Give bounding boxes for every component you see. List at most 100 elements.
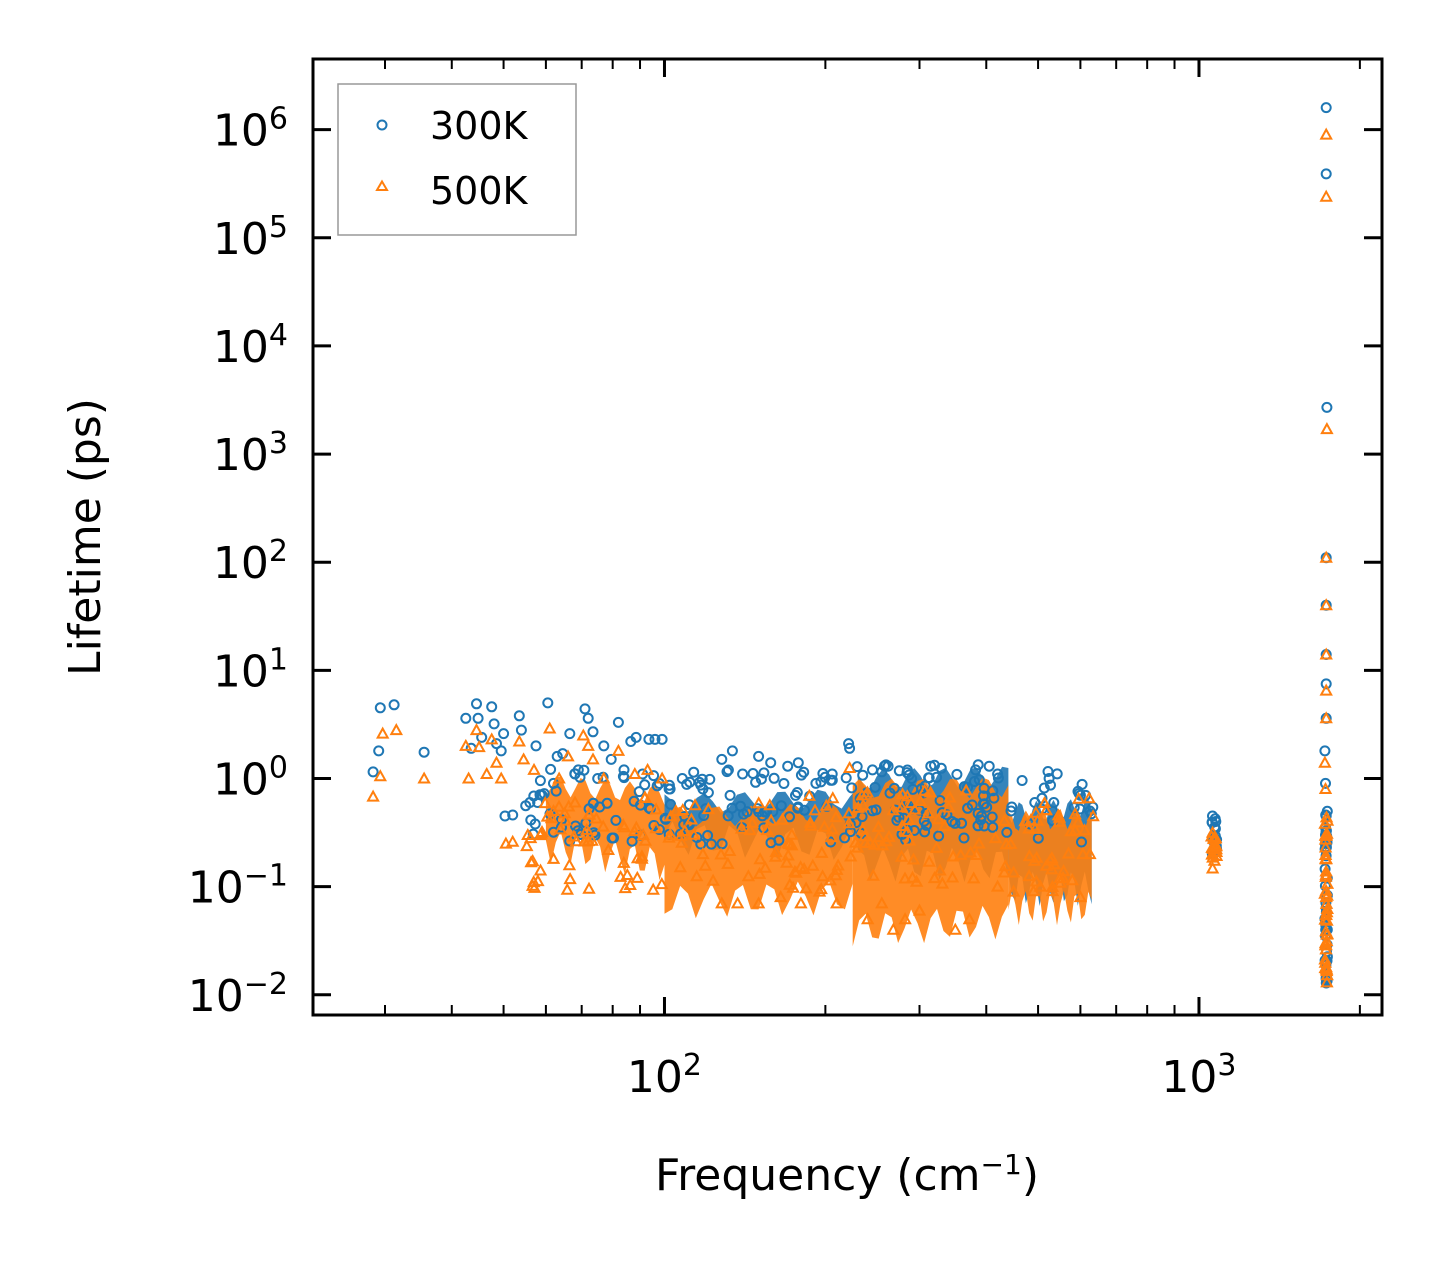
point-500k-47 — [912, 903, 927, 916]
point-500k-cloud-89 — [860, 785, 875, 798]
point-500k-cloud-116 — [764, 813, 778, 826]
y-tick-label-1: 101 — [213, 642, 288, 698]
point-300k-cloud-11 — [936, 807, 948, 819]
point-300k-cloud-169 — [1085, 808, 1097, 820]
point-300k-71 — [1207, 810, 1218, 822]
point-500k-cloud-73 — [799, 881, 813, 894]
point-500k-cloud-197 — [638, 790, 652, 803]
point-500k-26 — [581, 738, 595, 751]
point-500k-cloud-115 — [567, 829, 581, 842]
point-500k-cloud-203 — [902, 833, 917, 846]
point-500k-1730-39 — [1319, 907, 1333, 920]
point-500k-cloud-196 — [582, 881, 596, 894]
point-500k-cloud-98 — [616, 817, 630, 830]
point-300k-4 — [418, 746, 430, 758]
point-500k-cloud-69 — [819, 798, 833, 811]
point-500k-cloud-41 — [768, 849, 783, 862]
x-axis-title-main: Frequency (cm — [655, 1150, 981, 1201]
point-500k-cloud-64 — [646, 882, 660, 895]
point-500k-cloud-200 — [872, 830, 886, 843]
point-500k-cloud-166 — [562, 799, 576, 812]
point-500k-74 — [1320, 975, 1334, 988]
point-500k-cloud-159 — [620, 867, 634, 880]
point-500k-cloud-109 — [814, 882, 828, 895]
point-500k-cloud-182 — [1027, 853, 1042, 866]
point-300k-cloud-60 — [857, 769, 869, 781]
point-300k-cloud-204 — [691, 832, 703, 843]
point-300k-0 — [367, 766, 379, 778]
point-300k-48 — [726, 745, 738, 757]
point-500k-cloud-205 — [879, 834, 893, 847]
point-300k-cloud-194 — [529, 818, 541, 830]
point-500k-cloud-204 — [752, 796, 766, 809]
point-500k-39 — [794, 896, 808, 909]
point-500k-cloud-153 — [690, 869, 704, 882]
point-300k-cloud-142 — [702, 830, 714, 841]
point-300k-cloud-104 — [870, 804, 882, 816]
point-500k-cloud-174 — [942, 800, 956, 813]
point-500k-cloud-95 — [526, 854, 540, 867]
point-500k-cloud-190 — [1064, 824, 1078, 837]
point-500k-cloud-10 — [706, 873, 720, 886]
point-500k-cloud-44 — [913, 794, 927, 807]
point-500k-1730-37 — [1320, 876, 1335, 889]
point-500k-cloud-173 — [855, 788, 869, 801]
point-300k-cloud-59 — [972, 759, 984, 771]
point-500k-cloud-66 — [972, 836, 986, 849]
point-500k-cloud-163 — [895, 818, 909, 831]
point-500k-49 — [948, 922, 962, 935]
tick-labels: 10−2 10−1 100 101 102 103 104 105 106 102 103 — [188, 101, 1237, 1103]
point-300k-cloud-147 — [653, 824, 665, 835]
y-tick-label-0: 100 — [213, 750, 288, 806]
point-500k-35 — [715, 896, 729, 909]
point-300k-cloud-78 — [716, 838, 728, 850]
point-500k-1730-38 — [1319, 924, 1333, 937]
point-300k-43 — [656, 733, 668, 745]
point-500k-cloud-18 — [1082, 791, 1096, 804]
point-500k-0 — [366, 789, 380, 802]
density-band-3 — [545, 776, 665, 881]
point-300k-cloud-53 — [778, 778, 790, 789]
point-500k-cloud-215 — [815, 845, 829, 858]
point-500k-1730-35 — [1319, 942, 1333, 955]
point-300k-cloud-185 — [1001, 826, 1013, 838]
point-500k-cloud-172 — [1072, 791, 1086, 804]
point-500k-cloud-120 — [617, 855, 631, 868]
point-300k-cloud-202 — [1045, 779, 1056, 791]
point-300k-cloud-145 — [545, 763, 557, 775]
point-500k-1070-16 — [1205, 840, 1219, 853]
point-500k-cloud-192 — [1053, 875, 1068, 888]
point-500k-cloud-201 — [931, 812, 945, 825]
point-500k-cloud-72 — [520, 839, 534, 852]
point-500k-cloud-92 — [538, 796, 552, 809]
point-500k-cloud-218 — [783, 877, 797, 890]
y-tick-label-2: 102 — [213, 534, 288, 590]
point-500k-cloud-86 — [698, 858, 712, 871]
point-300k-cloud-21 — [986, 811, 998, 823]
point-300k-cloud-186 — [795, 769, 807, 781]
point-500k-1070-17 — [1209, 839, 1223, 852]
point-500k-cloud-26 — [635, 851, 649, 864]
point-500k-cloud-157 — [867, 837, 882, 850]
point-500k-cloud-14 — [802, 788, 816, 801]
point-300k-cloud-110 — [617, 770, 629, 782]
y-tick-label-4: 104 — [213, 317, 288, 373]
point-500k-cloud-60 — [894, 849, 909, 862]
point-300k-cloud-9 — [1016, 775, 1028, 786]
point-300k-1 — [373, 745, 385, 757]
point-300k-cloud-156 — [1006, 801, 1018, 813]
point-500k-1730-19 — [1318, 938, 1333, 951]
scatter-points — [366, 102, 1335, 989]
axis-ticks — [313, 59, 1382, 1015]
point-300k-cloud-137 — [663, 779, 675, 791]
point-300k-cloud-160 — [1076, 778, 1088, 790]
point-500k-cloud-127 — [999, 837, 1013, 850]
point-300k-34 — [598, 740, 610, 752]
point-500k-cloud-149 — [909, 874, 924, 887]
point-300k-cloud-149 — [751, 803, 763, 815]
point-500k-1070-14 — [1208, 830, 1222, 843]
point-500k-cloud-55 — [1022, 849, 1037, 862]
point-500k-cloud-68 — [1018, 814, 1032, 827]
point-500k-11 — [489, 755, 504, 768]
